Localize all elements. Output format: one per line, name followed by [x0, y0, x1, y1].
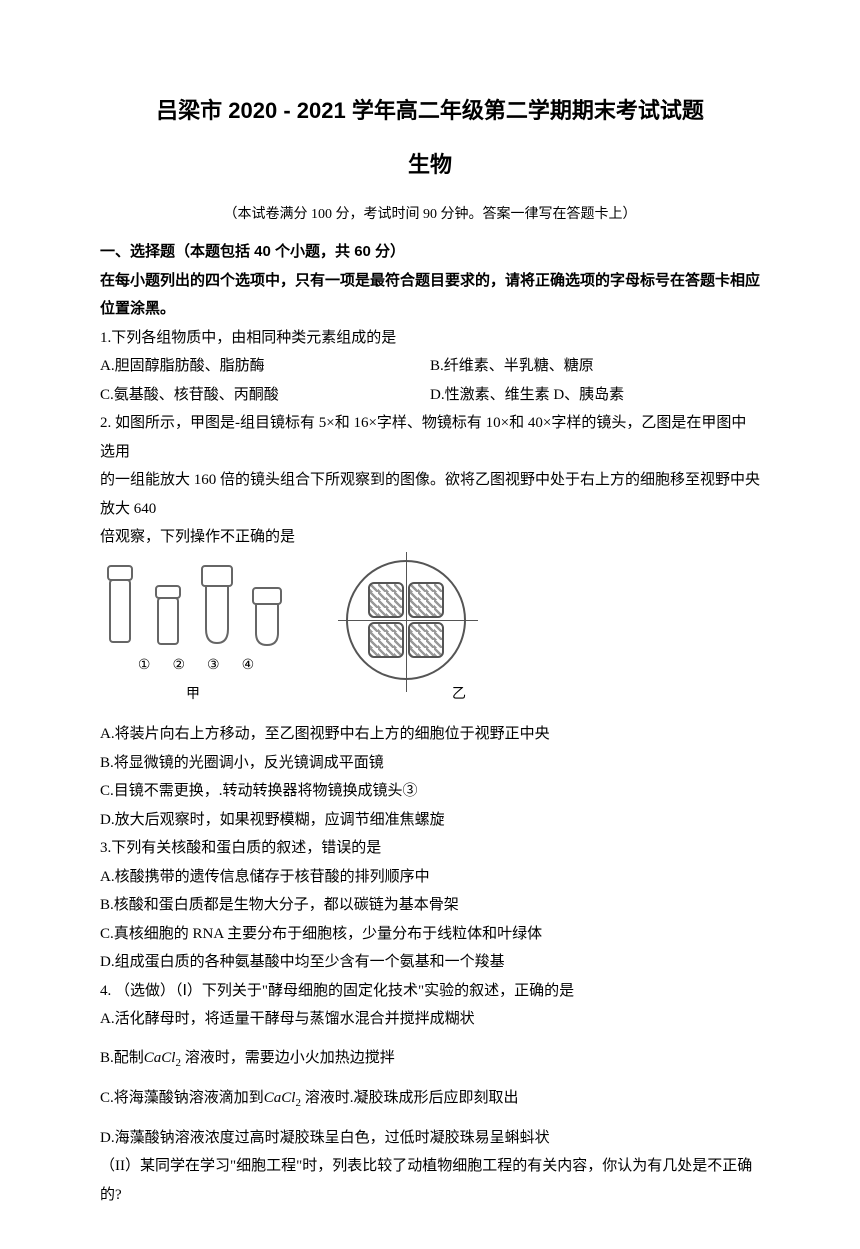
q4-option-c: C.将海藻酸钠溶液滴加到CaCl2 溶液时.凝胶珠成形后应即刻取出	[100, 1084, 760, 1114]
q4-c-suffix: 溶液时.凝胶珠成形后应即刻取出	[301, 1090, 519, 1106]
q1-options-2: C.氨基酸、核苷酸、丙酮酸 D.性激素、维生素 D、胰岛素	[100, 381, 760, 410]
q3-option-a: A.核酸携带的遗传信息储存于核苷酸的排列顺序中	[100, 863, 760, 892]
q4-b-prefix: B.配制	[100, 1050, 144, 1066]
lens-group	[100, 561, 286, 651]
q4-part2: （II）某同学在学习"细胞工程"时，列表比较了动植物细胞工程的有关内容，你认为有…	[100, 1152, 760, 1209]
q4-option-a: A.活化酵母时，将适量干酵母与蒸馏水混合并搅拌成糊状	[100, 1005, 760, 1034]
lens-1-icon	[100, 561, 140, 651]
crosshair-h	[338, 620, 478, 621]
q1-options: A.胆固醇脂肪酸、脂肪酶 B.纤维素、半乳糖、糖原	[100, 352, 760, 381]
subject-title: 生物	[100, 144, 760, 186]
figure-yi: 乙	[346, 560, 466, 709]
q3-option-b: B.核酸和蛋白质都是生物大分子，都以碳链为基本骨架	[100, 891, 760, 920]
q1-option-a: A.胆固醇脂肪酸、脂肪酶	[100, 352, 430, 381]
q1-option-d: D.性激素、维生素 D、胰岛素	[430, 381, 760, 410]
q4-stem: 4. （选做）（Ⅰ）下列关于"酵母细胞的固定化技术"实验的叙述，正确的是	[100, 977, 760, 1006]
q2-option-d: D.放大后观察时，如果视野模糊，应调节细准焦螺旋	[100, 806, 760, 835]
field-view-icon	[346, 560, 466, 680]
q1-option-c: C.氨基酸、核苷酸、丙酮酸	[100, 381, 430, 410]
crosshair-v	[406, 552, 407, 692]
cell-icon	[368, 582, 404, 618]
q2-option-a: A.将装片向右上方移动，至乙图视野中右上方的细胞位于视野正中央	[100, 720, 760, 749]
cell-icon	[408, 582, 444, 618]
lens-label-3: ③	[207, 653, 220, 680]
figure-jia-caption: 甲	[186, 682, 200, 709]
q2-stem-3: 倍观察，下列操作不正确的是	[100, 523, 760, 552]
figure-jia: ① ② ③ ④ 甲	[100, 561, 286, 708]
lens-4-icon	[248, 583, 286, 651]
q2-stem-1: 2. 如图所示，甲图是-组目镜标有 5×和 16×字样、物镜标有 10×和 40…	[100, 409, 760, 466]
formula-cacl2: CaCl	[264, 1090, 296, 1106]
lens-labels: ① ② ③ ④	[138, 653, 254, 680]
q3-option-c: C.真核细胞的 RNA 主要分布于细胞核，少量分布于线粒体和叶绿体	[100, 920, 760, 949]
q2-option-b: B.将显微镜的光圈调小，反光镜调成平面镜	[100, 749, 760, 778]
exam-title: 吕梁市 2020 - 2021 学年高二年级第二学期期末考试试题	[100, 90, 760, 132]
q4-option-d: D.海藻酸钠溶液浓度过高时凝胶珠呈白色，过低时凝胶珠易呈蝌蚪状	[100, 1124, 760, 1153]
lens-label-2: ②	[172, 653, 185, 680]
section-1-header: 一、选择题（本题包括 40 个小题，共 60 分）	[100, 238, 760, 267]
formula-cacl2: CaCl	[144, 1050, 176, 1066]
q2-stem-2: 的一组能放大 160 倍的镜头组合下所观察到的图像。欲将乙图视野中处于右上方的细…	[100, 466, 760, 523]
q2-option-c: C.目镜不需更换，.转动转换器将物镜换成镜头③	[100, 777, 760, 806]
q3-stem: 3.下列有关核酸和蛋白质的叙述，错误的是	[100, 834, 760, 863]
q4-b-suffix: 溶液时，需要边小火加热边搅拌	[181, 1050, 395, 1066]
lens-label-4: ④	[242, 653, 255, 680]
q1-option-b: B.纤维素、半乳糖、糖原	[430, 352, 760, 381]
cell-icon	[368, 622, 404, 658]
instruction-text: 在每小题列出的四个选项中，只有一项是最符合题目要求的，请将正确选项的字母标号在答…	[100, 267, 760, 324]
q4-option-b: B.配制CaCl2 溶液时，需要边小火加热边搅拌	[100, 1044, 760, 1074]
q4-c-prefix: C.将海藻酸钠溶液滴加到	[100, 1090, 264, 1106]
lens-3-icon	[196, 561, 238, 651]
q2-figure: ① ② ③ ④ 甲 乙	[100, 560, 760, 709]
q1-stem: 1.下列各组物质中，由相同种类元素组成的是	[100, 324, 760, 353]
cell-icon	[408, 622, 444, 658]
exam-info: （本试卷满分 100 分，考试时间 90 分钟。答案一律写在答题卡上）	[100, 202, 760, 229]
lens-label-1: ①	[138, 653, 151, 680]
q3-option-d: D.组成蛋白质的各种氨基酸中均至少含有一个氨基和一个羧基	[100, 948, 760, 977]
lens-2-icon	[150, 581, 186, 651]
